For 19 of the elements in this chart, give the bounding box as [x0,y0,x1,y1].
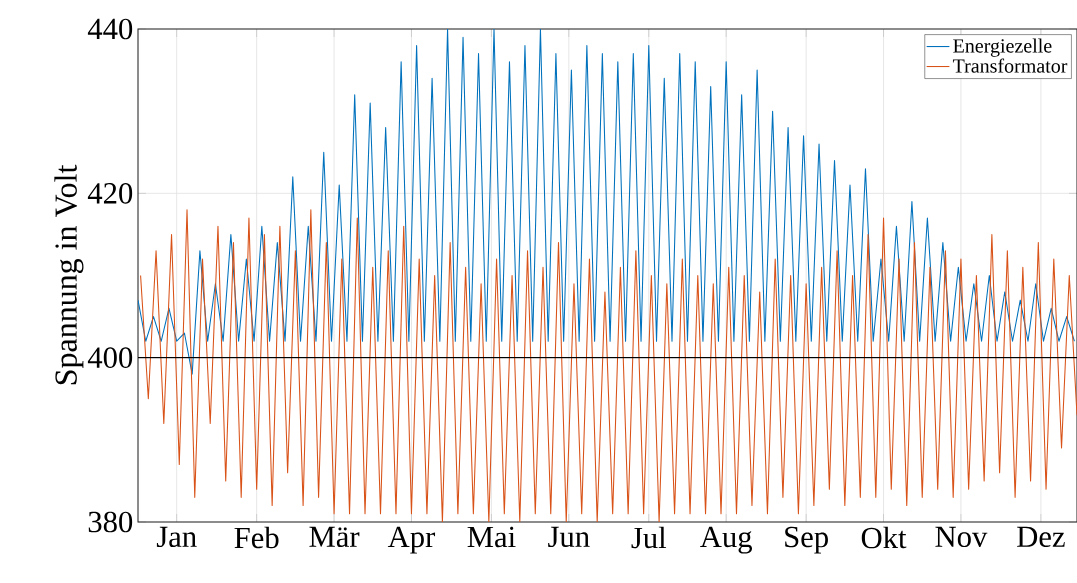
y-tick-label: 380 [88,511,133,533]
x-tick-label: Mai [467,526,516,548]
legend-label: Transformator [952,58,1068,73]
x-tick-label: Jan [156,526,197,548]
y-tick-label: 420 [87,182,133,204]
x-tick-label: Okt [861,526,907,549]
x-tick-label: Dez [1017,526,1065,548]
y-axis-title: Spannung in Volt [54,164,84,385]
x-tick-label: Feb [234,526,279,549]
x-tick-label: Sep [785,526,828,554]
x-tick-label: Aug [700,526,752,554]
y-tick-label: 400 [87,347,133,369]
x-tick-label: Mär [309,526,360,548]
y-tick-label: 440 [87,18,133,40]
legend-label: Energiezelle [953,38,1052,57]
x-tick-label: Nov [935,526,988,548]
x-tick-label: Jun [548,526,590,548]
x-tick-label: Apr [387,526,436,554]
x-tick-label: Jul [631,526,667,549]
